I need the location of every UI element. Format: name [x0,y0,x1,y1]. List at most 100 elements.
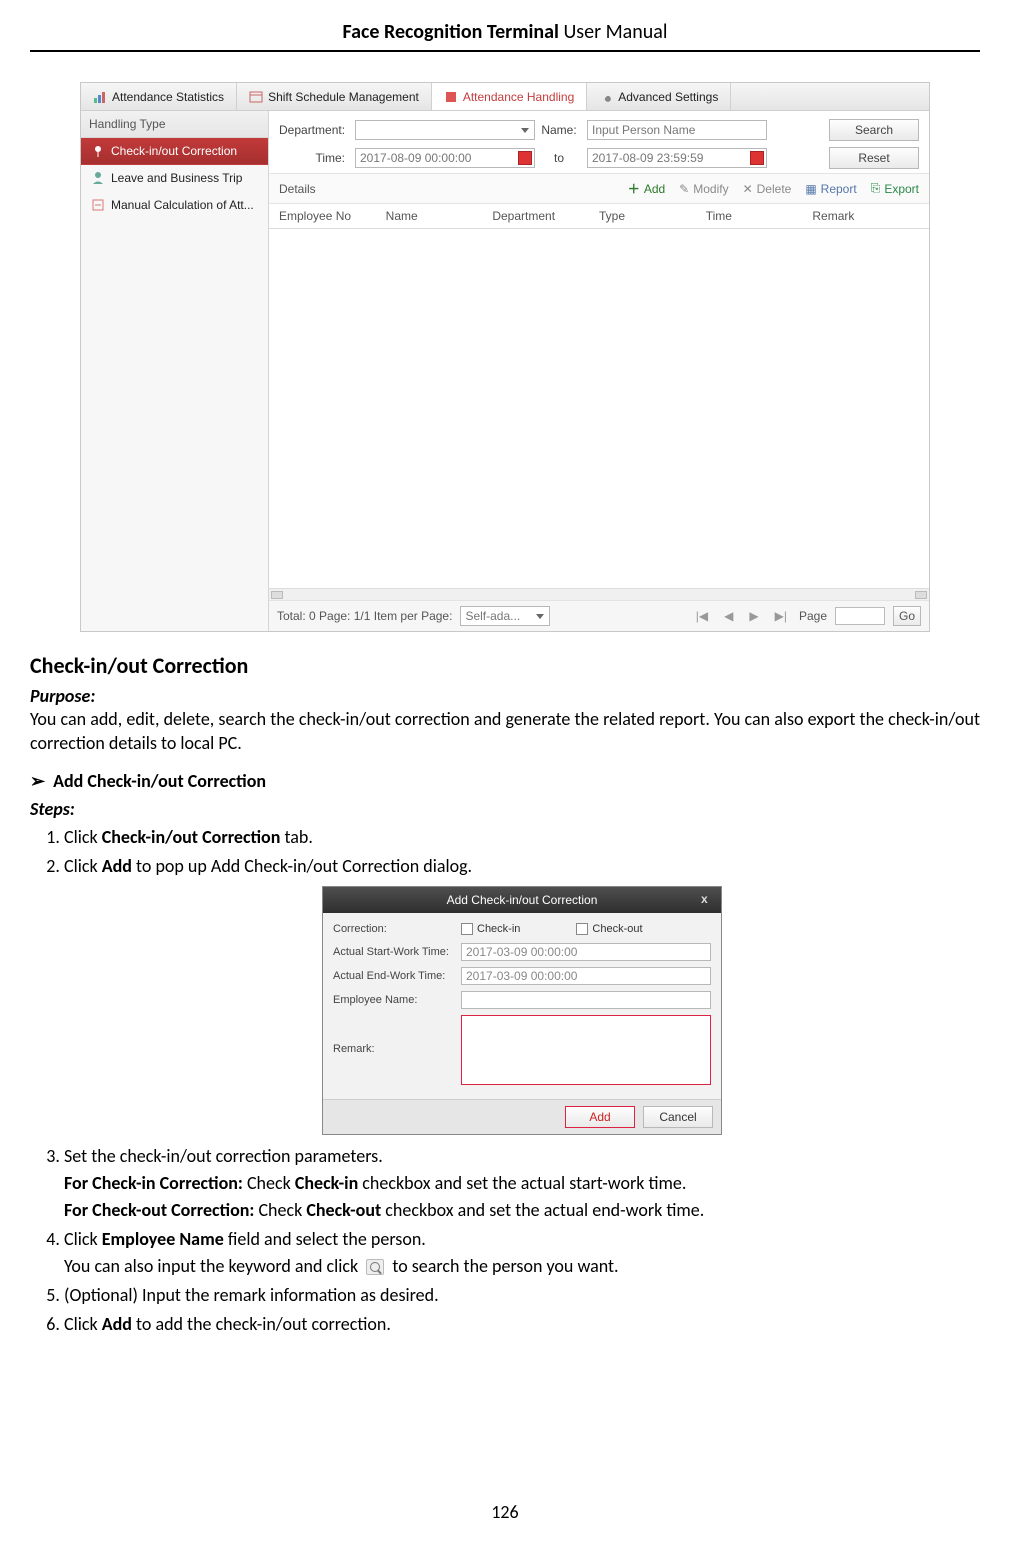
dialog-add-correction: Add Check-in/out Correction x Correction… [322,886,722,1136]
t: You can also input the keyword and click [64,1255,362,1277]
purpose-label: Purpose: [30,685,980,707]
time-to-label: to [541,151,581,165]
t: Add [102,1313,132,1335]
dialog-footer: Add Cancel [323,1099,721,1134]
report-icon: ▦ [805,182,816,196]
sidebar-title: Handling Type [81,111,268,138]
end-input[interactable]: 2017-03-09 00:00:00 [461,967,711,985]
export-label: Export [884,182,919,196]
checkin-label: Check-in [477,921,520,938]
t: Set the check-in/out correction paramete… [64,1145,383,1167]
emp-input[interactable] [461,991,711,1009]
pager-prev[interactable]: ◀ [720,609,737,623]
edit-icon: ✎ [679,182,689,196]
sidebar-item-label: Leave and Business Trip [111,171,242,185]
name-placeholder: Input Person Name [592,123,695,137]
add-button[interactable]: ＋ Add [628,180,665,197]
header-bold: Face Recognition Terminal [343,20,559,44]
items-per-page-select[interactable]: Self-ada... [460,606,550,626]
reset-label: Reset [858,151,889,165]
t: Click [64,826,102,848]
t: Check-in/out Correction [102,826,281,848]
reset-button[interactable]: Reset [829,147,919,169]
page-header: Face Recognition Terminal User Manual [30,20,980,52]
time-to-value: 2017-08-09 23:59:59 [592,151,703,165]
pager-go-button[interactable]: Go [893,606,921,626]
pager-next[interactable]: ▶ [745,609,762,623]
tab-label: Attendance Handling [463,90,574,104]
step-6: Click Add to add the check-in/out correc… [64,1311,980,1338]
col-type: Type [599,209,706,223]
sidebar-item-manual-calc[interactable]: Manual Calculation of Att... [81,192,268,219]
tab-attendance-stats[interactable]: Attendance Statistics [81,83,237,110]
add-label: Add [589,1108,610,1126]
t: For Check-out Correction: [64,1199,258,1221]
tab-shift-schedule[interactable]: Shift Schedule Management [237,83,432,110]
start-input[interactable]: 2017-03-09 00:00:00 [461,943,711,961]
delete-label: Delete [757,182,792,196]
step-1: Click Check-in/out Correction tab. [64,824,980,851]
report-label: Report [821,182,857,196]
t: checkbox and set the actual start-work t… [358,1172,686,1194]
t: (Optional) Input the remark information … [64,1284,439,1306]
t: to add the check-in/out correction. [132,1313,391,1335]
sidebar-item-checkinout[interactable]: Check-in/out Correction [81,138,268,165]
name-input[interactable]: Input Person Name [587,120,767,140]
h-scrollbar[interactable] [269,588,929,600]
calendar-icon [518,151,532,165]
sub-heading-text: Add Check-in/out Correction [53,770,266,792]
ipp-value: Self-ada... [465,609,520,623]
dialog-add-button[interactable]: Add [565,1106,635,1128]
export-button[interactable]: ⎘ Export [871,181,919,196]
dialog-titlebar: Add Check-in/out Correction x [323,887,721,913]
pager-page-label: Page [799,609,827,623]
t: to pop up Add Check-in/out Correction di… [132,855,472,877]
checkbox-icon [576,923,588,935]
remark-textarea[interactable] [461,1015,711,1085]
dept-select[interactable] [355,120,535,140]
col-remark: Remark [812,209,919,223]
checkin-checkbox[interactable]: Check-in [461,921,520,938]
stats-icon [93,90,107,104]
pager: Total: 0 Page: 1/1 Item per Page: Self-a… [269,600,929,631]
tab-advanced-settings[interactable]: Advanced Settings [587,83,731,110]
t: Check [258,1199,306,1221]
col-time: Time [706,209,813,223]
calc-icon [91,198,105,212]
scroll-left[interactable] [271,591,283,599]
delete-button[interactable]: ✕ Delete [743,182,792,196]
checkout-label: Check-out [592,921,642,938]
step-5: (Optional) Input the remark information … [64,1282,980,1309]
end-label: Actual End-Work Time: [333,968,453,985]
sidebar-item-label: Manual Calculation of Att... [111,198,254,212]
t: Click [64,1313,102,1335]
row-start: Actual Start-Work Time: 2017-03-09 00:00… [333,943,711,961]
grid-body-empty [269,229,929,588]
time-from-input[interactable]: 2017-08-09 00:00:00 [355,148,535,168]
name-label: Name: [541,123,581,137]
modify-button[interactable]: ✎ Modify [679,182,728,196]
add-label: Add [644,182,665,196]
tab-attendance-handling[interactable]: Attendance Handling [432,83,587,110]
search-label: Search [855,123,893,137]
dialog-cancel-button[interactable]: Cancel [643,1106,713,1128]
checkout-checkbox[interactable]: Check-out [576,921,642,938]
report-button[interactable]: ▦ Report [805,182,856,196]
sub-heading: ➢Add Check-in/out Correction [30,770,980,792]
tab-bar: Attendance Statistics Shift Schedule Man… [81,83,929,111]
pager-page-input[interactable] [835,607,885,625]
close-icon[interactable]: x [701,890,715,904]
col-dept: Department [492,209,599,223]
search-icon [366,1259,384,1275]
calendar-icon [249,90,263,104]
sidebar-item-leave[interactable]: Leave and Business Trip [81,165,268,192]
t: checkbox and set the actual end-work tim… [381,1199,704,1221]
search-button[interactable]: Search [829,119,919,141]
details-toolbar: Details ＋ Add ✎ Modify ✕ Delete ▦ [269,173,929,204]
scroll-right[interactable] [915,591,927,599]
time-to-input[interactable]: 2017-08-09 23:59:59 [587,148,767,168]
handling-icon [444,90,458,104]
purpose-text: You can add, edit, delete, search the ch… [30,707,980,756]
pager-last[interactable]: ▶| [771,609,791,623]
pager-first[interactable]: |◀ [692,609,712,623]
